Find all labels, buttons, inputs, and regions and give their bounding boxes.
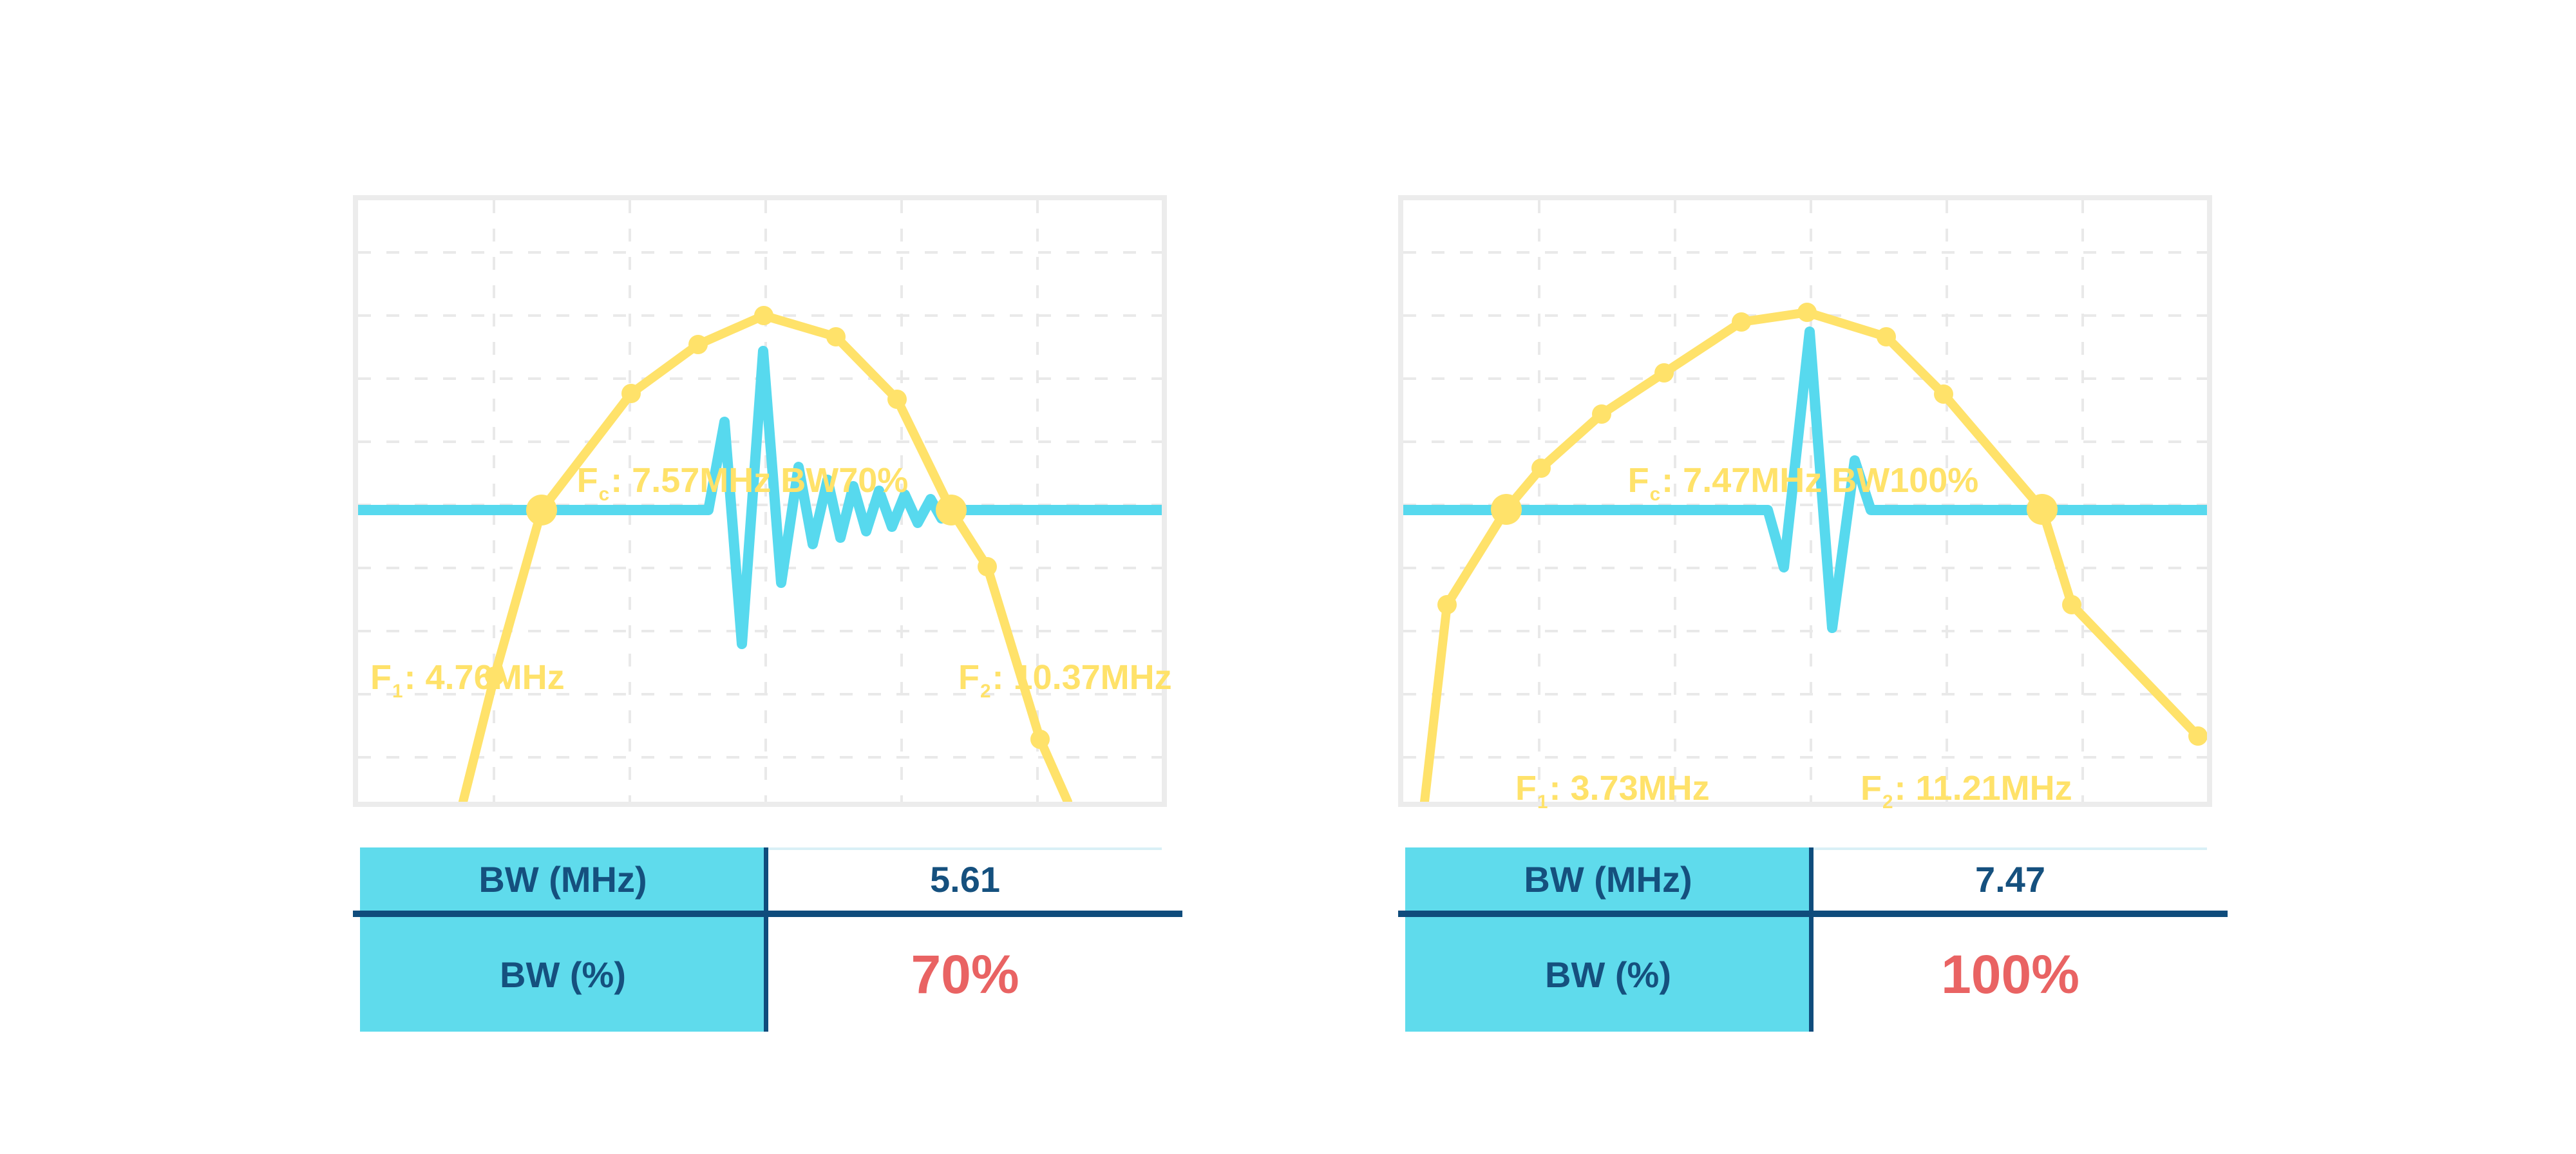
f1-frequency-label: F1: 3.73MHz — [1515, 769, 1710, 813]
bandwidth-table-bw100: BW (MHz) 7.47 BW (%) 100% — [1398, 847, 2228, 1032]
spectrum-plot-bw100 — [1403, 200, 2207, 802]
center-frequency-label: Fc: 7.47MHz BW100% — [1627, 461, 1979, 506]
bw-mhz-value: 5.61 — [930, 858, 1000, 900]
table-header-column — [360, 847, 766, 1032]
f1-frequency-label: F1: 4.76MHz — [370, 658, 565, 703]
bw-pct-value: 100% — [1941, 943, 2079, 1005]
bw-pct-label: BW (%) — [500, 954, 626, 995]
f2-frequency-label: F2: 10.37MHz — [958, 658, 1172, 703]
spectrum-plot-bw70 — [358, 200, 1162, 802]
center-frequency-label: Fc: 7.57MHz BW70% — [576, 461, 909, 506]
bw-mhz-label: BW (MHz) — [1524, 858, 1692, 900]
table-row-divider — [1398, 911, 2228, 917]
table-header-column — [1405, 847, 1811, 1032]
bw-mhz-value: 7.47 — [1975, 858, 2045, 900]
table-top-line — [1811, 847, 2207, 850]
bw-pct-label: BW (%) — [1545, 954, 1671, 995]
bw-pct-value: 70% — [911, 943, 1019, 1005]
table-top-line — [766, 847, 1162, 850]
chart-panel-bw70: Fc: 7.57MHz BW70% F1: 4.76MHz F2: 10.37M… — [353, 195, 1172, 807]
f2-frequency-label: F2: 11.21MHz — [1861, 769, 2072, 813]
bw-mhz-label: BW (MHz) — [478, 858, 647, 900]
table-row-divider — [353, 911, 1182, 917]
table-column-divider — [1809, 847, 1814, 1032]
chart-panel-bw100: Fc: 7.47MHz BW100% F1: 3.73MHz F2: 11.21… — [1398, 195, 2212, 813]
table-column-divider — [764, 847, 768, 1032]
bandwidth-table-bw70: BW (MHz) 5.61 BW (%) 70% — [353, 847, 1182, 1032]
